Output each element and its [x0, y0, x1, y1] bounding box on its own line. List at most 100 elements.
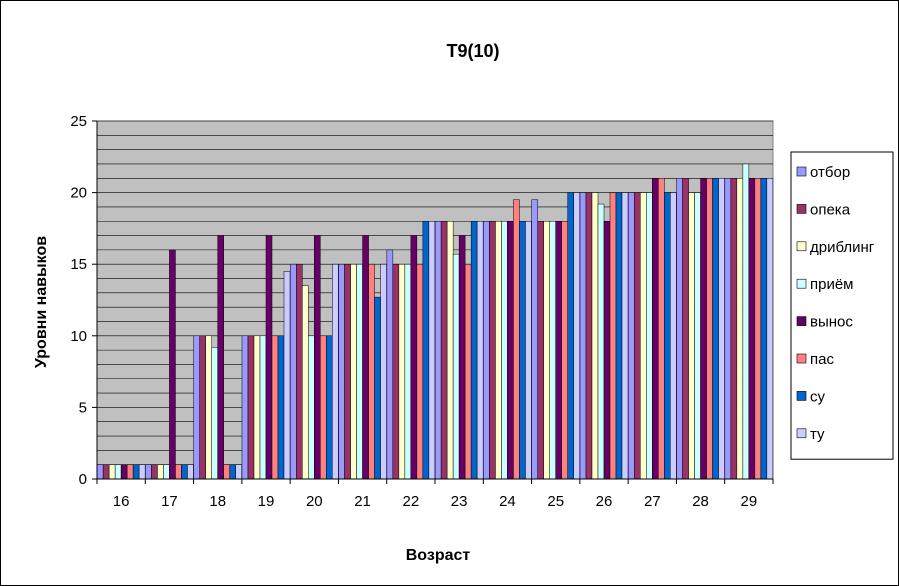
bar-опека-26: [585, 192, 593, 480]
bar-ту-21: [380, 263, 387, 480]
bar-ту-27: [670, 192, 677, 480]
bar-дриблинг-26: [591, 192, 599, 480]
y-tick-label: 0: [79, 471, 87, 488]
bar-дриблинг-22: [398, 263, 406, 480]
bar-вынос-26: [603, 220, 611, 480]
bar-ту-24: [525, 220, 532, 480]
legend-label-ту: ту: [810, 426, 825, 443]
bar-отбор-18: [193, 335, 200, 480]
bar-дриблинг-19: [253, 335, 261, 480]
y-tick-label: 5: [79, 399, 87, 416]
bar-пас-19: [271, 335, 279, 480]
legend-swatch-приём: [796, 278, 807, 289]
bar-дриблинг-21: [350, 263, 357, 480]
x-tick-label: 25: [547, 493, 564, 510]
bar-вынос-16: [120, 464, 128, 480]
bar-вынос-18: [217, 235, 224, 480]
y-tick-label: 20: [70, 185, 87, 202]
bar-дриблинг-28: [688, 192, 695, 480]
bar-дриблинг-24: [495, 220, 502, 480]
bar-су-23: [470, 220, 478, 480]
x-axis-ticks: 16 17 18 19 20 21 22 23 24 25 26 27 28 29: [96, 479, 774, 510]
bar-приём-16: [114, 464, 122, 480]
bar-приём-27: [646, 192, 653, 480]
bar-приём-19: [259, 335, 267, 480]
bar-приём-18: [211, 347, 218, 480]
bar-ту-26: [621, 192, 629, 480]
bar-пас-23: [464, 263, 472, 480]
bar-отбор-21: [338, 263, 345, 480]
bar-ту-29: [766, 178, 774, 480]
bar-вынос-24: [507, 220, 514, 480]
bar-приём-22: [404, 263, 412, 480]
bar-су-19: [277, 335, 285, 480]
bar-отбор-19: [241, 335, 249, 480]
y-axis-ticks: 0 5 10 15 20 25: [70, 113, 97, 488]
bar-ту-22: [428, 220, 436, 480]
bar-су-22: [422, 220, 430, 480]
bar-отбор-27: [628, 192, 635, 480]
bar-дриблинг-23: [446, 220, 454, 480]
bar-дриблинг-18: [205, 335, 212, 480]
bar-опека-24: [489, 220, 496, 480]
bar-су-25: [567, 192, 574, 480]
x-tick-label: 20: [306, 493, 323, 510]
legend-swatch-пас: [796, 353, 807, 364]
legend: отбор опека дриблинг приём вынос пас су ту: [790, 151, 894, 460]
bar-ту-19: [283, 271, 291, 480]
bar-ту-17: [187, 464, 194, 480]
bar-опека-17: [151, 464, 158, 480]
bar-пас-24: [513, 199, 520, 480]
bar-дриблинг-17: [157, 464, 164, 480]
bar-отбор-22: [386, 249, 394, 480]
bar-пас-28: [706, 178, 713, 480]
bar-дриблинг-25: [543, 220, 550, 480]
x-tick-label: 18: [209, 493, 226, 510]
bar-приём-26: [597, 203, 605, 480]
x-tick-label: 29: [741, 493, 758, 510]
bars: [96, 163, 774, 480]
bar-пас-25: [561, 220, 568, 480]
bar-ту-20: [332, 263, 339, 480]
bar-дриблинг-27: [640, 192, 647, 480]
bar-приём-28: [694, 192, 701, 480]
bar-дриблинг-20: [302, 285, 309, 480]
bar-пас-20: [320, 335, 327, 480]
bar-отбор-29: [724, 178, 732, 480]
bar-опека-25: [537, 220, 544, 480]
bar-ту-25: [573, 192, 580, 480]
x-axis-label: Возраст: [406, 547, 471, 564]
bar-су-26: [615, 192, 623, 480]
bar-вынос-22: [410, 235, 418, 480]
chart-title: T9(10): [446, 41, 499, 61]
bar-отбор-28: [676, 178, 683, 480]
bar-пас-16: [126, 464, 134, 480]
legend-label-дриблинг: дриблинг: [810, 239, 875, 256]
bar-вынос-29: [748, 178, 756, 480]
bar-су-18: [229, 464, 236, 480]
legend-swatch-дриблинг: [796, 241, 807, 252]
bar-вынос-27: [652, 178, 659, 480]
x-tick-label: 19: [258, 493, 275, 510]
bar-опека-16: [102, 464, 110, 480]
bar-пас-26: [609, 192, 617, 480]
bar-ту-23: [476, 220, 484, 480]
x-tick-label: 23: [451, 493, 468, 510]
bar-вынос-23: [458, 235, 466, 480]
legend-swatch-су: [796, 391, 807, 401]
y-tick-label: 15: [70, 256, 87, 273]
bar-приём-21: [356, 263, 363, 480]
bar-приём-29: [742, 163, 750, 480]
bar-дриблинг-16: [108, 464, 116, 480]
bar-приём-20: [308, 335, 315, 480]
x-tick-label: 21: [354, 493, 371, 510]
legend-label-опека: опека: [810, 201, 851, 218]
bar-пас-29: [754, 178, 762, 480]
bar-вынос-20: [314, 235, 321, 480]
bar-дриблинг-29: [736, 178, 744, 480]
bar-опека-29: [730, 178, 738, 480]
bar-ту-16: [138, 464, 146, 480]
bar-пас-17: [175, 464, 182, 480]
y-tick-label: 10: [70, 328, 87, 345]
legend-swatch-ту: [796, 428, 807, 439]
